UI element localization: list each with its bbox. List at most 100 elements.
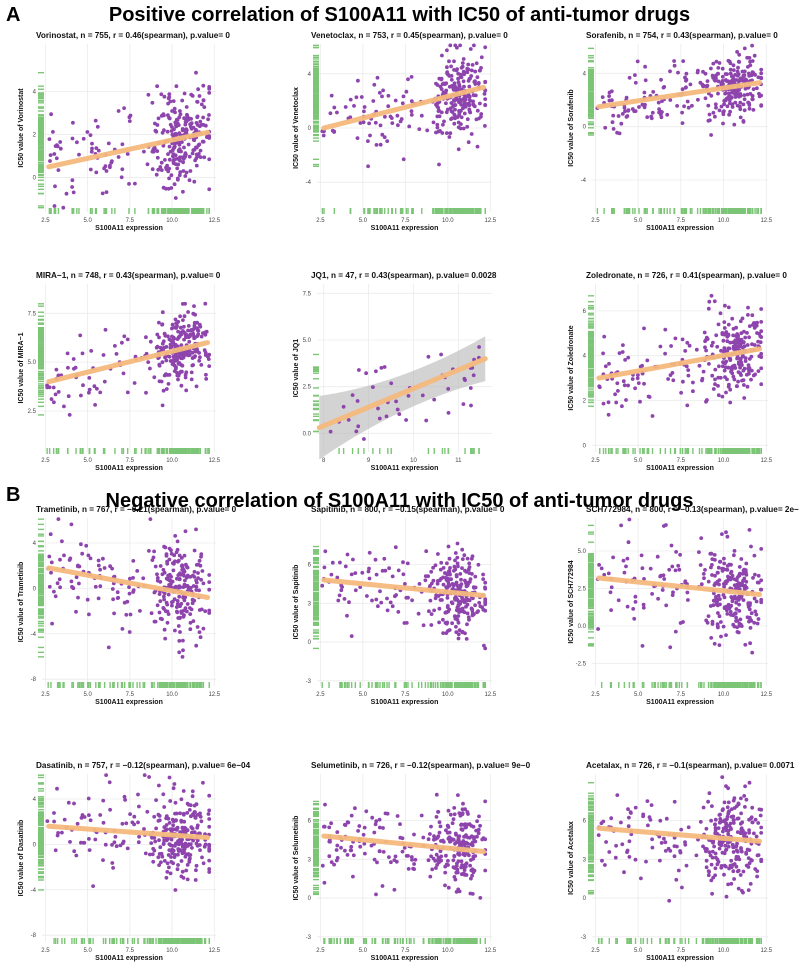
panel-8-point xyxy=(712,641,717,646)
panel-5-point xyxy=(743,335,748,340)
panel-5-point xyxy=(642,381,646,386)
panel-0-point xyxy=(54,156,59,161)
panel-7-point xyxy=(421,623,426,628)
panel-0-ytick: 2 xyxy=(33,132,37,138)
panel-1-point xyxy=(442,119,446,124)
panel-4-xtick: 10 xyxy=(410,458,417,464)
panel-5-point xyxy=(747,335,751,340)
panel-8-point xyxy=(742,576,747,581)
panel-3-point xyxy=(189,370,194,375)
panel-3-point xyxy=(122,334,127,339)
panel-0-point xyxy=(150,167,155,172)
panel-5-point xyxy=(663,327,668,332)
panel-0-point xyxy=(184,105,189,109)
panel-0-point xyxy=(120,167,125,172)
panel-0-point xyxy=(197,124,202,129)
panel-6-point xyxy=(179,610,184,615)
panel-3-point xyxy=(144,390,148,395)
panel-6-ytick: 4 xyxy=(33,541,37,547)
panel-7-point xyxy=(453,558,457,563)
panel-8-point xyxy=(664,603,669,608)
panel-2-point xyxy=(717,108,722,113)
panel-1-point xyxy=(454,87,459,91)
panel-2-point xyxy=(611,126,616,131)
panel-1-point xyxy=(362,105,367,109)
panel-3-point xyxy=(120,340,124,345)
panel-3-point xyxy=(87,376,92,380)
panel-1-point xyxy=(434,130,438,135)
panel-0-point xyxy=(104,190,109,195)
panel-6-point xyxy=(158,599,163,603)
panel-0-point xyxy=(183,152,188,157)
panel-6-point xyxy=(162,627,167,632)
panel-1-point xyxy=(449,74,454,78)
panel-2-point xyxy=(642,105,647,110)
panel-4-point xyxy=(397,412,402,416)
panel-8-point xyxy=(743,583,747,588)
panel-8-point xyxy=(725,612,730,616)
panel-5-point xyxy=(752,326,757,330)
panel-7-point xyxy=(367,550,372,555)
panel-0-point xyxy=(180,98,185,103)
panel-0-fit-line xyxy=(46,129,211,170)
panel-5-point xyxy=(711,340,715,345)
panel-7-point xyxy=(385,608,390,613)
panel-3-xtick: 2.5 xyxy=(41,458,50,464)
panel-3-point xyxy=(202,348,207,353)
panel-2-point xyxy=(726,58,731,63)
panel-1-point xyxy=(448,131,453,136)
panel-0-point xyxy=(201,115,206,120)
panel-0-point xyxy=(155,149,160,154)
panel-2-title: Sorafenib, n = 754, r = 0.43(spearman), … xyxy=(586,31,778,40)
panel-8-point xyxy=(596,627,600,631)
panel-5-point xyxy=(691,380,695,385)
panel-1-point xyxy=(444,101,448,106)
panel-6-point xyxy=(173,534,178,538)
panel-8-point xyxy=(744,579,749,584)
panel-1-point xyxy=(461,57,466,61)
panel-6-point xyxy=(158,564,163,568)
panel-1-point xyxy=(440,53,444,58)
panel-5-point xyxy=(726,384,731,389)
panel-5-point xyxy=(706,306,711,311)
panel-7-point xyxy=(465,611,470,616)
panel-7-point xyxy=(374,597,379,602)
panel-2-point xyxy=(759,71,764,76)
panel-3-point xyxy=(176,377,180,382)
panel-0-point xyxy=(108,165,112,170)
panel-0-point xyxy=(175,166,180,171)
panel-8-point xyxy=(710,622,715,626)
panel-5-point xyxy=(745,331,749,335)
panel-7-point xyxy=(438,598,443,602)
panel-6-point xyxy=(182,553,187,558)
panel-6-point xyxy=(60,539,64,544)
panel-0-point xyxy=(159,92,164,97)
panel-0-point xyxy=(203,123,208,128)
panel-7-point xyxy=(347,600,351,605)
panel-1-point xyxy=(462,84,466,89)
panel-0-point xyxy=(48,153,53,158)
panel-7-point xyxy=(456,632,461,637)
panel-3-point xyxy=(148,339,153,344)
panel-1-point xyxy=(385,139,390,144)
panel-5-xtick: 7.5 xyxy=(677,458,686,464)
panel-0-point xyxy=(207,157,212,162)
panel-8-point xyxy=(619,523,623,528)
panel-7-point xyxy=(467,565,472,569)
panel-2-point xyxy=(723,72,728,76)
panel-5-point xyxy=(697,363,702,368)
panel-5-point xyxy=(700,378,704,383)
panel-4-xtick: 8 xyxy=(322,458,326,464)
panel-0-point xyxy=(176,140,181,145)
panel-3-point xyxy=(182,324,186,329)
panel-7-point xyxy=(382,556,387,561)
panel-0-point xyxy=(64,191,69,196)
panel-8-point xyxy=(670,564,675,569)
panel-0-point xyxy=(146,92,151,97)
panel-4-ci-band xyxy=(319,336,486,460)
panel-5-point xyxy=(701,369,706,374)
panel-2-point xyxy=(743,86,748,91)
panel-7-point xyxy=(378,589,382,594)
panel-7-point xyxy=(436,594,441,598)
panel-0-point xyxy=(154,129,159,134)
